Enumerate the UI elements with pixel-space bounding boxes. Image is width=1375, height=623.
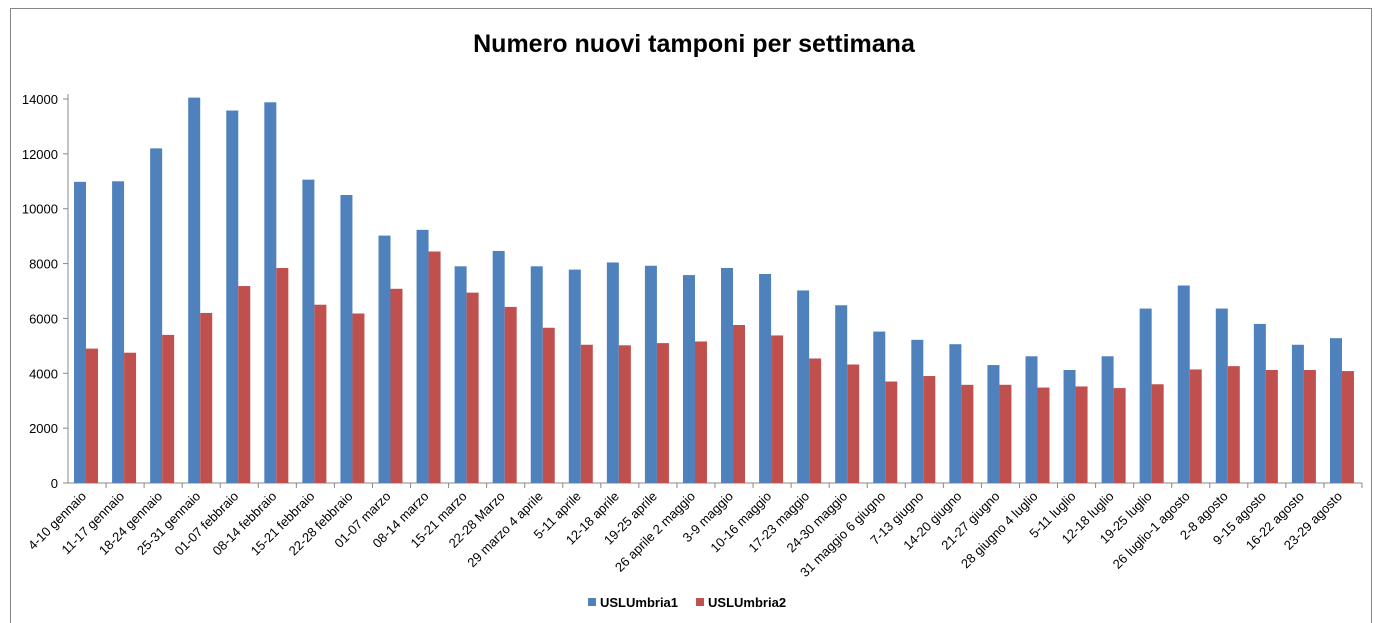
bar: [656, 343, 669, 483]
bar: [568, 269, 581, 483]
bar: [1329, 338, 1342, 483]
bar: [1215, 308, 1228, 483]
y-tick-label: 8000: [29, 257, 58, 272]
bar: [1189, 369, 1202, 483]
bar: [340, 195, 353, 483]
bar: [721, 267, 734, 483]
bar: [694, 341, 707, 483]
y-tick-label: 6000: [29, 311, 58, 326]
bar: [873, 331, 886, 483]
bar: [302, 179, 315, 483]
bar: [1303, 369, 1316, 483]
bar: [644, 265, 657, 483]
bar: [428, 251, 441, 483]
bar: [112, 181, 125, 484]
legend-swatch: [588, 598, 596, 606]
bar: [682, 275, 695, 483]
bar: [1253, 323, 1266, 483]
bar: [580, 344, 593, 483]
bar: [999, 384, 1012, 483]
y-tick-label: 12000: [22, 147, 58, 162]
bar: [1177, 285, 1190, 483]
bar: [733, 325, 746, 483]
legend-swatch: [696, 598, 705, 606]
bar: [314, 304, 327, 483]
bar: [809, 358, 822, 483]
bar: [618, 345, 631, 483]
bar: [1291, 344, 1304, 483]
bar: [390, 288, 403, 483]
bar: [416, 229, 429, 483]
bar: [200, 312, 213, 483]
bar: [74, 181, 87, 483]
bar: [542, 327, 555, 483]
bar: [188, 97, 201, 483]
bar: [238, 286, 251, 483]
bar: [987, 365, 1000, 483]
bar: [835, 305, 848, 483]
bar: [606, 262, 619, 483]
bar: [1075, 386, 1088, 483]
bar: [530, 266, 543, 483]
bar: [264, 102, 277, 483]
bar: [961, 384, 974, 483]
bar: [150, 148, 163, 483]
bar: [1139, 308, 1152, 483]
bar: [1113, 388, 1126, 483]
legend-label: USLUmbria2: [708, 595, 786, 610]
legend-label: USLUmbria1: [600, 595, 678, 610]
bar: [911, 339, 924, 483]
bar: [378, 235, 391, 483]
chart-title: Numero nuovi tamponi per settimana: [473, 30, 916, 58]
bar: [1025, 356, 1038, 483]
bar: [466, 292, 479, 483]
bar: [162, 334, 175, 483]
bar: [1151, 384, 1164, 483]
bar: [885, 381, 898, 483]
bar: [492, 250, 505, 483]
bar: [1265, 369, 1278, 483]
bar: [454, 266, 467, 483]
y-tick-label: 2000: [29, 421, 58, 436]
bar: [1037, 387, 1050, 483]
bar: [923, 376, 936, 483]
y-tick-label: 14000: [22, 92, 58, 107]
bar: [276, 267, 289, 483]
bar: [1101, 356, 1114, 483]
bar: [86, 348, 99, 483]
bar: [226, 110, 239, 484]
y-tick-label: 10000: [22, 202, 58, 217]
bar: [771, 335, 784, 483]
y-tick-label: 0: [51, 476, 58, 491]
bar: [1063, 369, 1076, 483]
bar: [124, 352, 137, 483]
bar: [1227, 366, 1240, 483]
bar: [1341, 371, 1354, 483]
bar: [352, 313, 365, 483]
bar: [759, 273, 772, 483]
bar: [847, 364, 860, 483]
bar: [949, 344, 962, 483]
y-tick-label: 4000: [29, 366, 58, 381]
bar: [504, 306, 517, 483]
bar: [797, 290, 810, 483]
